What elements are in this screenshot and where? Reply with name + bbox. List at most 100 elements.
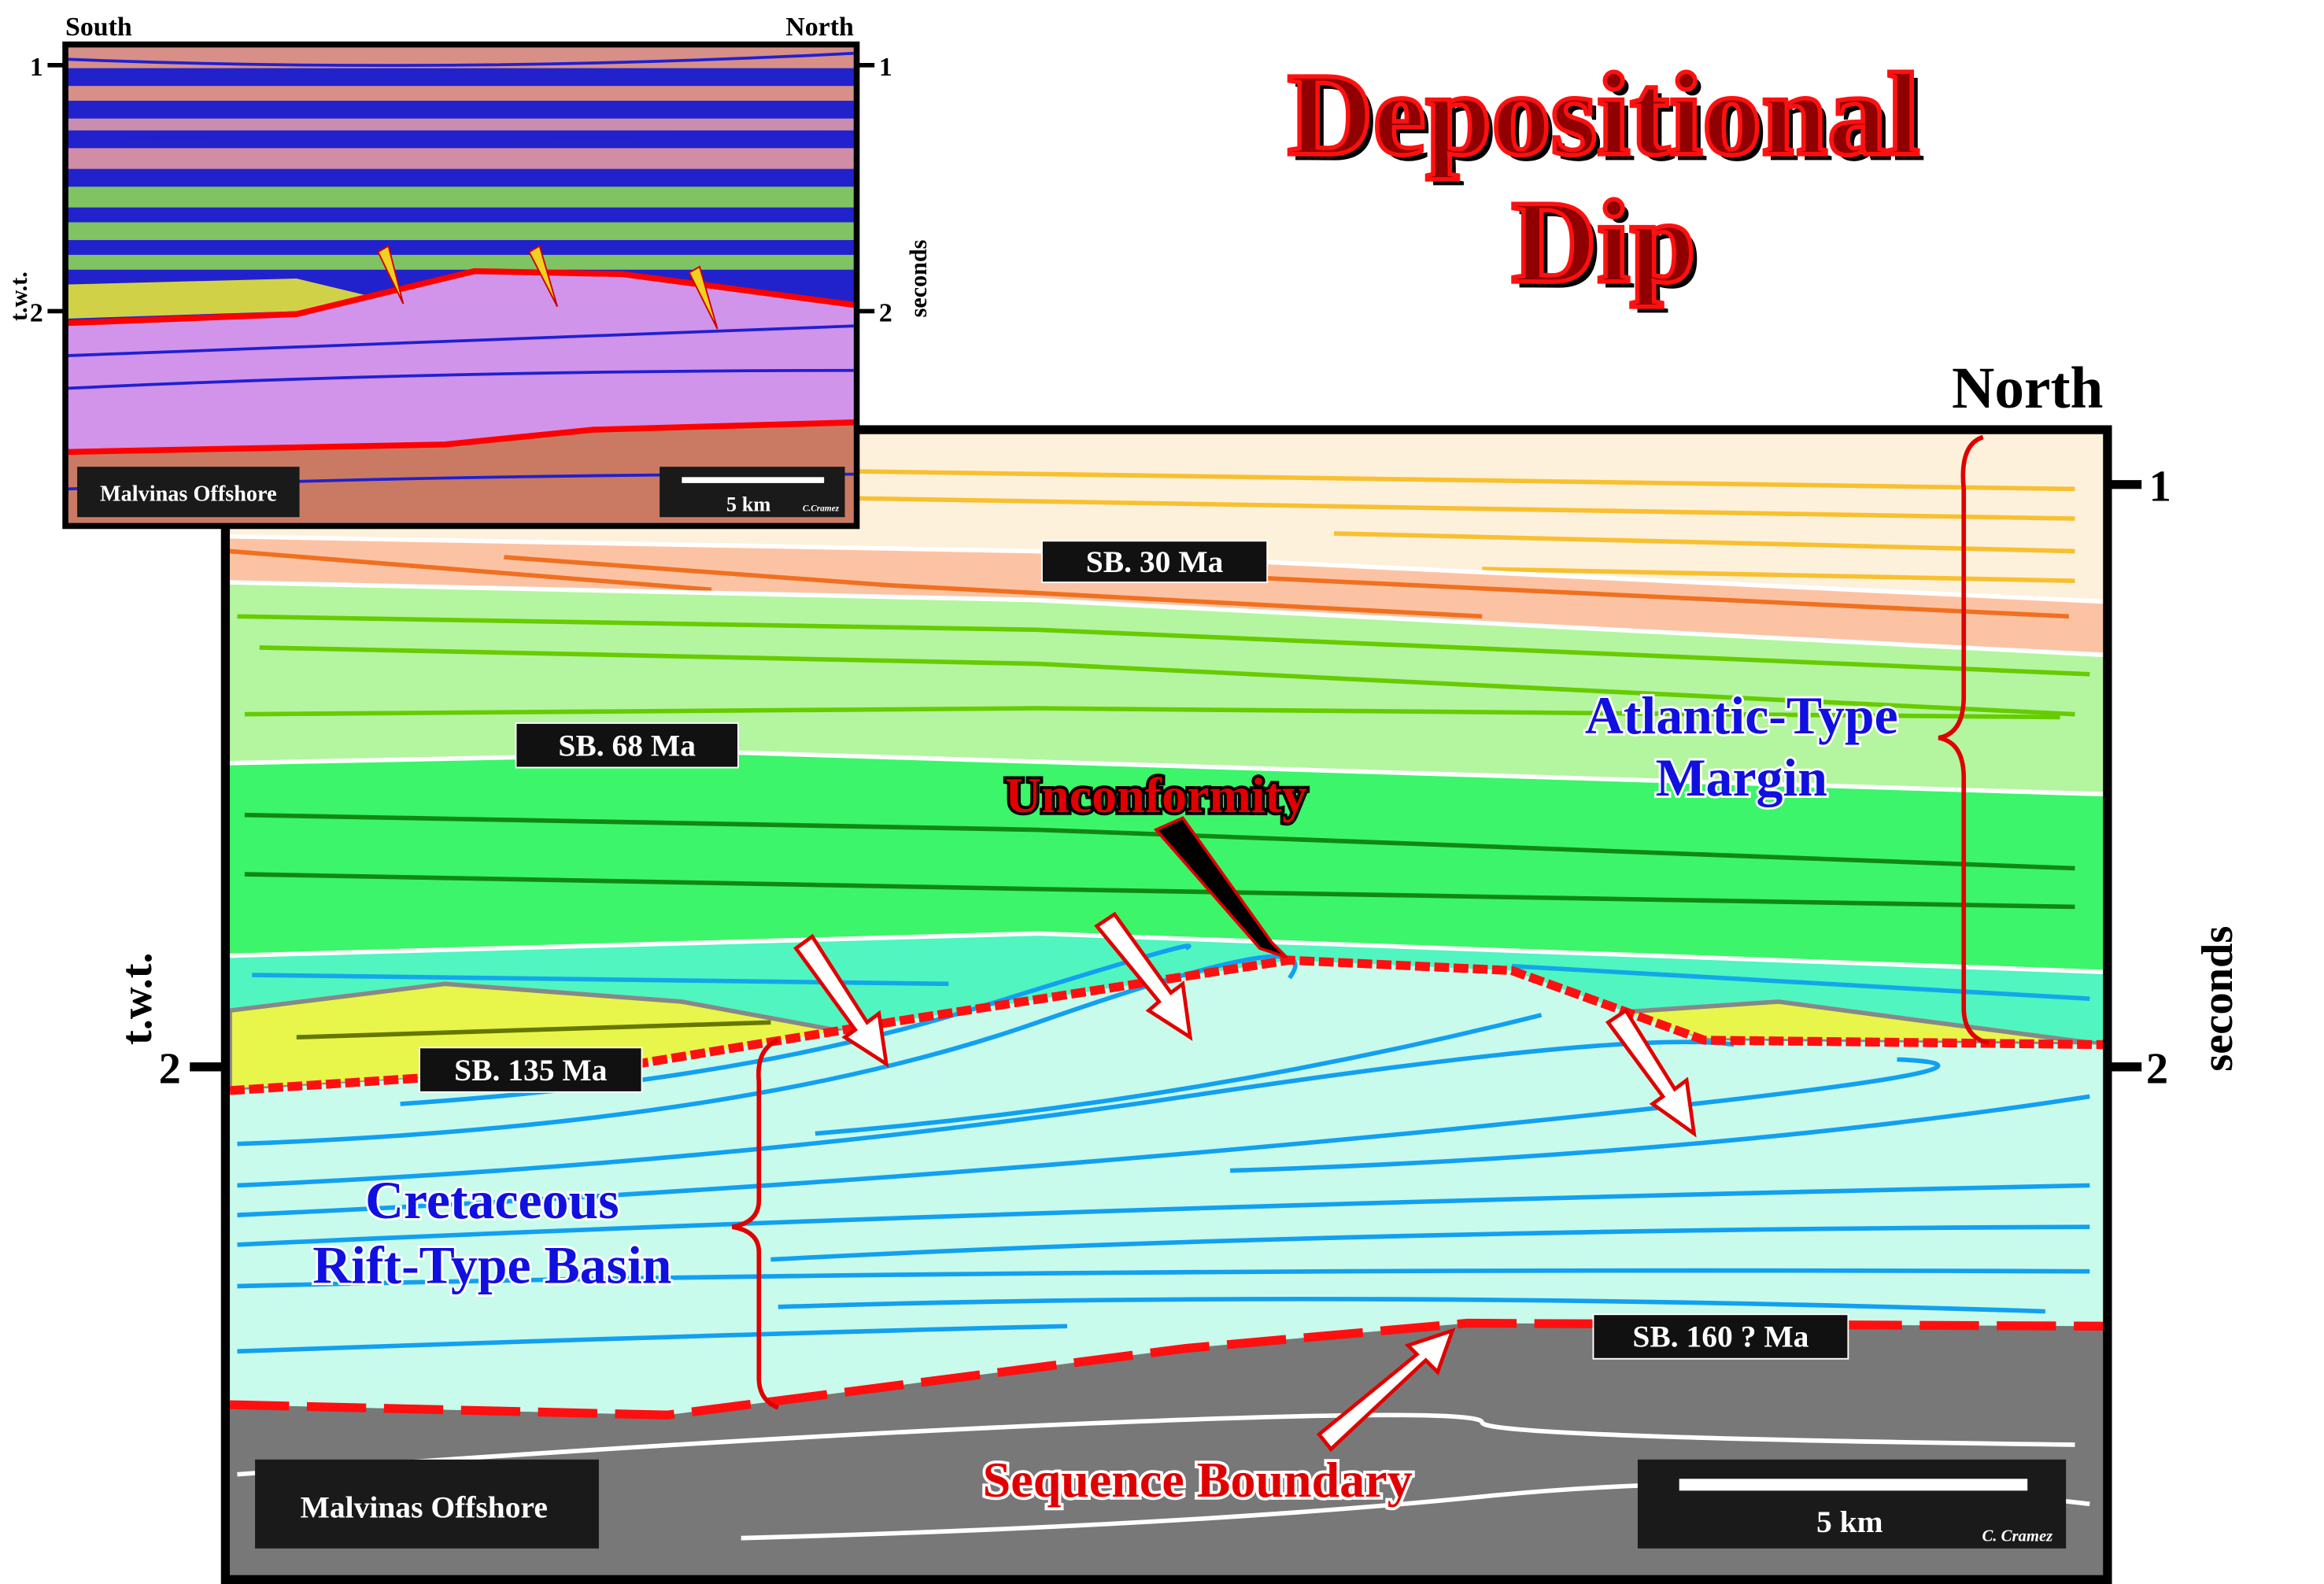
brace (1938, 434, 1990, 1046)
reflector (1482, 567, 2075, 583)
arrow (793, 933, 889, 1068)
section: SB. 30 Ma SB. 68 Ma SB. 135 Ma SB. 160 ?… (113, 356, 2242, 1584)
band (68, 186, 854, 208)
reflector (778, 1297, 2045, 1314)
boundary (229, 750, 2105, 797)
reflector (237, 1057, 1941, 1217)
north-label: North (1952, 356, 2103, 421)
inset: Malvinas Offshore 5 km C.Cramez South No… (6, 13, 932, 530)
tick-label: 1 (2149, 462, 2171, 511)
scale-box (660, 467, 845, 518)
label-box (1041, 540, 1269, 583)
reflector (815, 1013, 1543, 1136)
band (68, 118, 854, 131)
brace (731, 1038, 779, 1410)
reflectors (229, 468, 2105, 1541)
tick-label: 2 (30, 299, 43, 328)
boundary (229, 580, 2105, 658)
title: Depositional Depositional Dip Dip (1285, 46, 1926, 313)
arrows (793, 911, 1697, 1453)
label: Sequence Boundary (983, 1452, 1413, 1508)
reflector (68, 368, 854, 390)
boundary (237, 1412, 2075, 1477)
arrow (1153, 816, 1288, 959)
label: Margin (1656, 748, 1827, 807)
scale-bar (1679, 1479, 2028, 1491)
reflector (68, 131, 854, 141)
reflector (237, 954, 1298, 1146)
label-box (419, 1047, 643, 1093)
band (68, 222, 854, 241)
label: 5 km (1816, 1505, 1883, 1539)
sequence-boundary-line (68, 419, 857, 456)
reflector (237, 1183, 2090, 1247)
label: SB. 68 Ma (558, 728, 696, 762)
label: Malvinas Offshore (301, 1490, 548, 1524)
label: Atlantic-Type (1585, 686, 1898, 745)
arrow (1605, 1007, 1697, 1138)
label-box (77, 467, 300, 518)
reflector (844, 468, 2075, 492)
axis-label: seconds (905, 240, 932, 318)
reflector (244, 872, 2075, 910)
sequence-boundary-line (229, 1318, 2105, 1420)
label: SB. 135 Ma (454, 1053, 608, 1087)
reflector (1230, 1094, 2090, 1173)
band (68, 148, 854, 169)
band (68, 279, 371, 319)
credit: C. Cramez (1982, 1527, 2052, 1545)
tick-label: 2 (879, 299, 892, 328)
label: Unconformity (1005, 767, 1307, 823)
title-line: Depositional (1288, 49, 1919, 180)
arrow (528, 245, 559, 308)
reflector (1333, 531, 2075, 554)
reflector (237, 614, 2090, 677)
frame (220, 425, 2112, 1584)
credit: C.Cramez (803, 504, 840, 514)
title-line: Dip (1511, 176, 1695, 308)
reflector (1259, 575, 2070, 619)
reflector (237, 1324, 1068, 1354)
label: Rift-Type Basin (312, 1236, 671, 1295)
inset-frame (62, 41, 860, 530)
title-shadow: Dip (1517, 182, 1701, 313)
boundary (229, 931, 2105, 975)
reflector (244, 812, 2075, 871)
reflector (829, 495, 2075, 521)
reflector (244, 706, 2060, 720)
label: Malvinas Offshore (100, 482, 277, 506)
axis-label: t.w.t. (113, 952, 161, 1045)
label: SB. 30 Ma (1086, 545, 1224, 579)
reflector (1511, 963, 2090, 1002)
band (68, 254, 854, 270)
label: 5 km (726, 493, 770, 516)
boundary (229, 534, 2105, 604)
south-label: South (65, 13, 132, 42)
reflector (68, 324, 854, 357)
tick-label: 1 (30, 53, 43, 82)
reflector (296, 1020, 771, 1039)
inset-arrows (377, 245, 719, 330)
arrow (377, 245, 405, 305)
arrow (688, 265, 719, 330)
label-box (255, 1459, 599, 1549)
band (68, 86, 854, 102)
label-box (515, 722, 739, 769)
arrow (1316, 1327, 1456, 1453)
title-shadow: Depositional (1293, 54, 1925, 186)
band (68, 274, 857, 452)
reflector (229, 548, 712, 593)
reflector (770, 1224, 2090, 1262)
reflector (237, 1039, 1735, 1188)
tick-label: 2 (2146, 1045, 2168, 1094)
label: Cretaceous (365, 1171, 619, 1230)
scale-bar (682, 477, 825, 483)
tick-label: 1 (879, 53, 892, 82)
reflector (259, 645, 2075, 717)
layer (230, 1323, 2105, 1580)
reflector (504, 555, 1483, 619)
axis-label: seconds (2193, 926, 2242, 1072)
reflector (68, 51, 854, 68)
